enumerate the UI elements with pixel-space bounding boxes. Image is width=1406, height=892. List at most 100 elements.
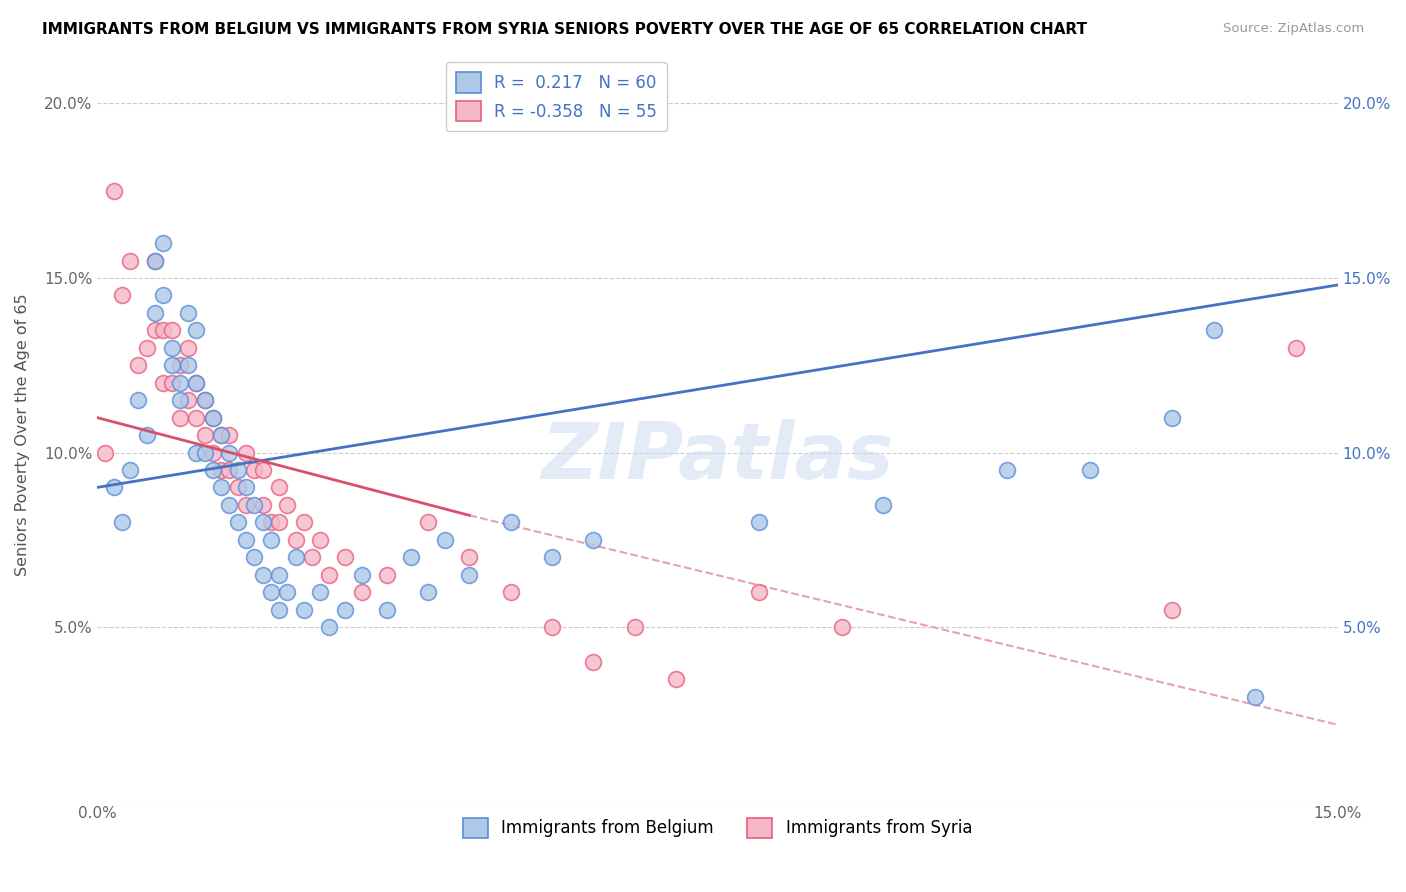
Point — [235, 445, 257, 459]
Point — [127, 358, 149, 372]
Point — [152, 323, 174, 337]
Y-axis label: Seniors Poverty Over the Age of 65: Seniors Poverty Over the Age of 65 — [15, 293, 30, 576]
Point — [218, 463, 240, 477]
Point — [995, 463, 1018, 477]
Point — [103, 184, 125, 198]
Legend: Immigrants from Belgium, Immigrants from Syria: Immigrants from Belgium, Immigrants from… — [456, 811, 979, 845]
Point — [1161, 410, 1184, 425]
Point — [177, 358, 200, 372]
Point — [309, 533, 332, 547]
Point — [582, 533, 605, 547]
Point — [1244, 690, 1267, 704]
Point — [301, 550, 323, 565]
Point — [209, 463, 232, 477]
Point — [665, 673, 688, 687]
Point — [260, 533, 283, 547]
Text: ZIPatlas: ZIPatlas — [541, 419, 894, 495]
Point — [94, 445, 117, 459]
Point — [194, 393, 217, 408]
Point — [335, 550, 357, 565]
Point — [267, 480, 290, 494]
Point — [350, 567, 373, 582]
Point — [350, 585, 373, 599]
Point — [1078, 463, 1101, 477]
Point — [103, 480, 125, 494]
Point — [582, 655, 605, 669]
Point — [260, 585, 283, 599]
Point — [235, 498, 257, 512]
Text: Source: ZipAtlas.com: Source: ZipAtlas.com — [1223, 22, 1364, 36]
Point — [143, 253, 166, 268]
Point — [375, 602, 398, 616]
Point — [194, 445, 217, 459]
Point — [218, 428, 240, 442]
Point — [748, 585, 770, 599]
Point — [152, 288, 174, 302]
Point — [318, 620, 340, 634]
Point — [194, 393, 217, 408]
Point — [499, 516, 522, 530]
Point — [260, 516, 283, 530]
Point — [194, 428, 217, 442]
Point — [186, 323, 208, 337]
Point — [401, 550, 423, 565]
Point — [416, 516, 439, 530]
Point — [276, 498, 298, 512]
Point — [218, 498, 240, 512]
Point — [831, 620, 853, 634]
Point — [748, 516, 770, 530]
Point — [243, 550, 266, 565]
Point — [1202, 323, 1225, 337]
Point — [160, 341, 183, 355]
Point — [252, 498, 274, 512]
Point — [499, 585, 522, 599]
Point — [120, 253, 142, 268]
Point — [186, 410, 208, 425]
Point — [201, 463, 224, 477]
Point — [201, 410, 224, 425]
Point — [111, 288, 134, 302]
Point — [318, 567, 340, 582]
Point — [177, 341, 200, 355]
Point — [284, 533, 307, 547]
Point — [292, 602, 315, 616]
Point — [252, 516, 274, 530]
Point — [160, 323, 183, 337]
Point — [160, 358, 183, 372]
Point — [375, 567, 398, 582]
Point — [218, 445, 240, 459]
Point — [458, 567, 481, 582]
Point — [177, 393, 200, 408]
Point — [120, 463, 142, 477]
Point — [169, 376, 191, 390]
Point — [111, 516, 134, 530]
Point — [872, 498, 894, 512]
Point — [169, 393, 191, 408]
Point — [1285, 341, 1308, 355]
Point — [135, 341, 157, 355]
Point — [143, 323, 166, 337]
Point — [209, 428, 232, 442]
Point — [127, 393, 149, 408]
Point — [284, 550, 307, 565]
Point — [235, 533, 257, 547]
Point — [252, 567, 274, 582]
Point — [186, 376, 208, 390]
Point — [243, 463, 266, 477]
Point — [252, 463, 274, 477]
Point — [226, 516, 249, 530]
Point — [143, 253, 166, 268]
Point — [416, 585, 439, 599]
Point — [152, 376, 174, 390]
Point — [169, 410, 191, 425]
Point — [276, 585, 298, 599]
Point — [201, 410, 224, 425]
Point — [623, 620, 645, 634]
Point — [235, 480, 257, 494]
Point — [458, 550, 481, 565]
Point — [1161, 602, 1184, 616]
Point — [160, 376, 183, 390]
Point — [309, 585, 332, 599]
Point — [201, 445, 224, 459]
Point — [186, 376, 208, 390]
